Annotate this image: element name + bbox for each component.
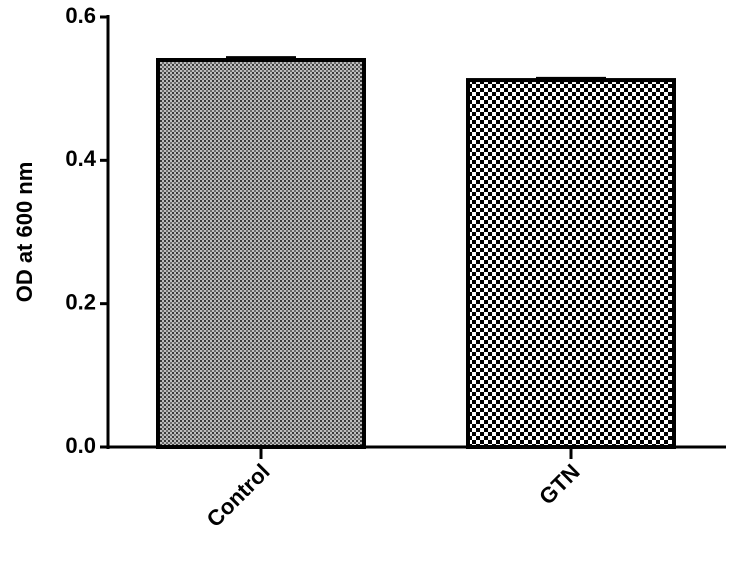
y-tick-label: 0.0 [65, 433, 96, 458]
y-axis-label: OD at 600 nm [12, 162, 37, 303]
x-tick-label: Control [202, 459, 275, 532]
y-tick-label: 0.2 [65, 289, 96, 314]
y-tick-label: 0.6 [65, 3, 96, 28]
y-tick-label: 0.4 [65, 146, 96, 171]
bar [466, 78, 676, 449]
bar [156, 58, 366, 449]
x-tick-label: GTN [534, 459, 585, 510]
